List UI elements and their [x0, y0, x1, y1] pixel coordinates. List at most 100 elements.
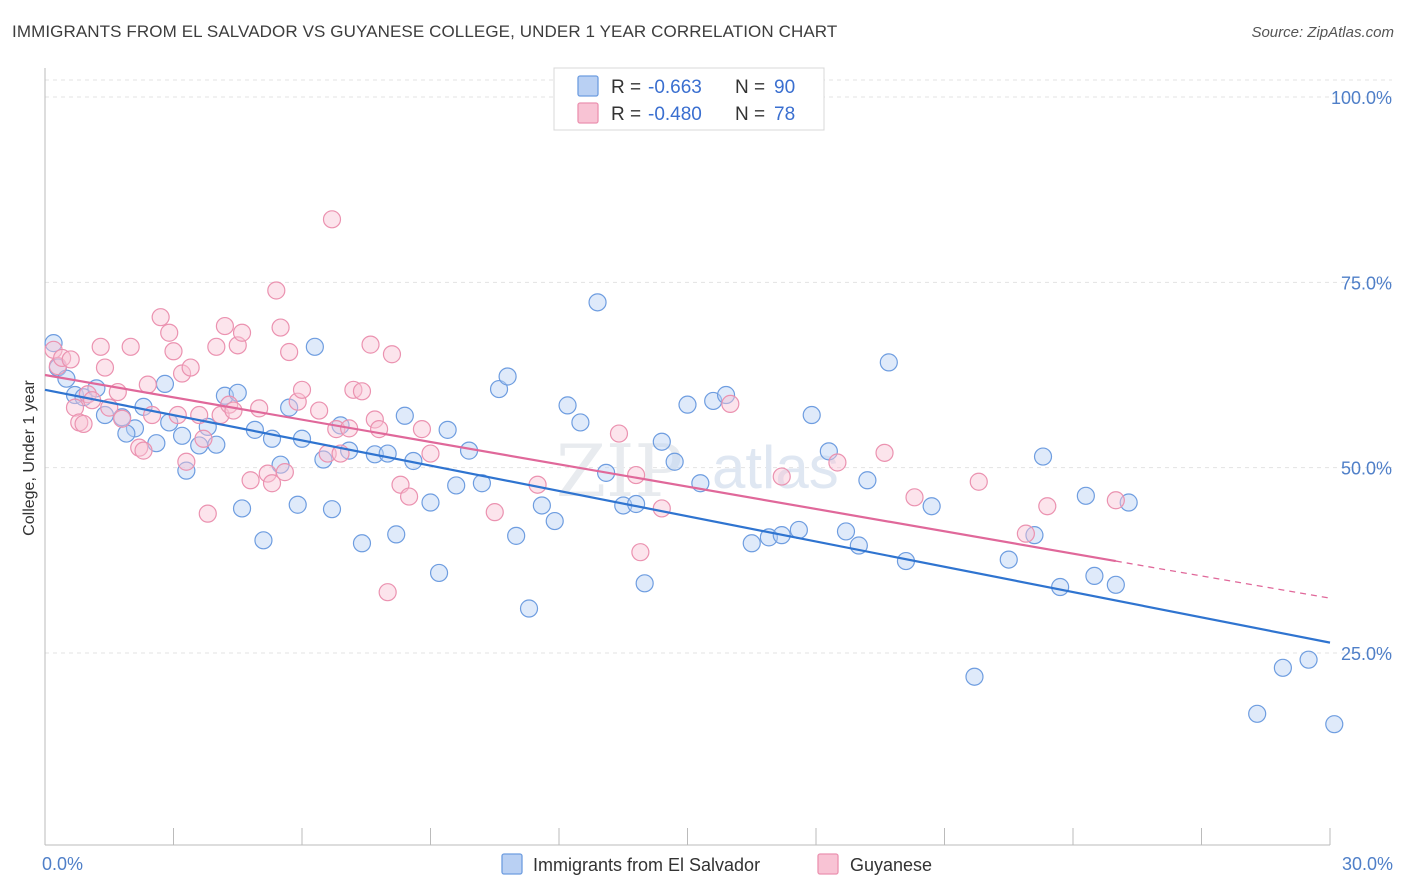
data-point	[558, 396, 577, 415]
data-point	[44, 334, 63, 353]
data-point	[438, 420, 457, 439]
data-point	[241, 471, 260, 490]
data-point	[1299, 650, 1318, 669]
data-point	[164, 342, 183, 361]
data-point	[121, 337, 140, 356]
y-axis-label: College, Under 1 year	[21, 380, 38, 536]
trend-line-guyanese	[44, 373, 1117, 563]
data-point	[395, 406, 414, 425]
watermark-zip: ZIP	[556, 429, 683, 513]
data-point	[742, 534, 761, 553]
series-legend-label-2: Guyanese	[850, 855, 932, 875]
data-point	[292, 380, 312, 399]
data-point	[519, 599, 539, 618]
stats-legend: R = -0.663 N = 90 R = -0.480 N = 78	[553, 67, 825, 131]
data-point	[652, 432, 671, 451]
data-point	[858, 471, 877, 490]
data-point	[207, 337, 226, 356]
data-point	[772, 467, 791, 486]
data-point	[421, 444, 440, 463]
data-point	[275, 463, 294, 482]
data-point	[91, 337, 110, 356]
data-point	[172, 426, 192, 445]
data-point	[1076, 486, 1095, 505]
data-point	[365, 410, 384, 429]
data-point	[160, 323, 179, 342]
series-legend-swatch-blue	[501, 853, 523, 875]
data-point	[378, 444, 397, 463]
trend-lines	[44, 373, 1331, 644]
data-point	[125, 419, 145, 438]
data-point	[1033, 447, 1053, 466]
data-point	[267, 281, 286, 300]
watermark-atlas: atlas	[712, 434, 839, 501]
legend-swatch-blue	[577, 75, 599, 97]
data-point	[387, 525, 406, 544]
data-point	[271, 318, 290, 337]
data-point	[1106, 491, 1125, 510]
trend-line-extension	[1115, 560, 1331, 599]
y-tick-label: 75.0%	[1341, 273, 1392, 293]
series-guyanese-points	[44, 210, 1125, 602]
data-point	[382, 345, 402, 364]
data-point	[288, 392, 307, 411]
legend-n-label-2: N =	[735, 104, 765, 125]
legend-n-value-2: 78	[774, 104, 795, 125]
data-point	[399, 487, 419, 506]
data-point	[635, 574, 654, 593]
data-point	[532, 496, 551, 515]
data-point	[232, 323, 252, 342]
legend-r-value-2: -0.480	[648, 104, 702, 125]
data-point	[421, 493, 440, 512]
y-tick-label: 25.0%	[1341, 644, 1392, 664]
data-point	[138, 375, 157, 394]
source-label: Source: ZipAtlas.com	[1251, 24, 1394, 41]
data-point	[181, 358, 200, 377]
legend-r-value-1: -0.663	[648, 77, 702, 98]
data-point	[999, 550, 1018, 569]
data-point	[1051, 577, 1070, 597]
data-point	[1085, 566, 1104, 586]
data-point	[65, 398, 85, 417]
gridlines	[45, 79, 1392, 654]
data-point	[262, 474, 282, 493]
chart-title: IMMIGRANTS FROM EL SALVADOR VS GUYANESE …	[12, 22, 838, 41]
data-point	[626, 465, 646, 485]
data-point	[177, 452, 196, 471]
data-point	[74, 414, 93, 434]
data-point	[498, 367, 517, 386]
legend-r-label-2: R =	[611, 104, 641, 125]
data-point	[198, 504, 217, 523]
data-point	[969, 472, 988, 491]
data-point	[721, 394, 740, 414]
data-point	[280, 342, 299, 362]
legend-n-value-1: 90	[774, 77, 795, 98]
data-point	[155, 374, 175, 393]
data-point	[310, 401, 329, 420]
data-point	[489, 379, 509, 399]
data-point	[134, 441, 153, 460]
data-point	[447, 476, 466, 495]
data-point	[254, 531, 273, 550]
trend-line-el-salvador	[44, 388, 1331, 644]
data-point	[665, 452, 684, 471]
data-point	[875, 443, 894, 462]
legend-r-label-1: R =	[611, 77, 641, 98]
data-point	[61, 350, 80, 369]
data-point	[836, 522, 856, 541]
data-point	[151, 308, 170, 327]
data-point	[352, 382, 372, 401]
legend-n-label-1: N =	[735, 77, 765, 98]
data-point	[117, 424, 136, 443]
data-point	[905, 488, 924, 507]
data-point	[588, 293, 607, 312]
legend-swatch-pink	[577, 102, 599, 124]
data-point	[322, 500, 342, 519]
series-el-salvador-points	[44, 293, 1344, 734]
data-point	[112, 409, 132, 428]
y-tick-label: 50.0%	[1341, 459, 1392, 479]
data-point	[802, 405, 821, 425]
data-point	[429, 563, 449, 583]
data-point	[305, 337, 324, 356]
